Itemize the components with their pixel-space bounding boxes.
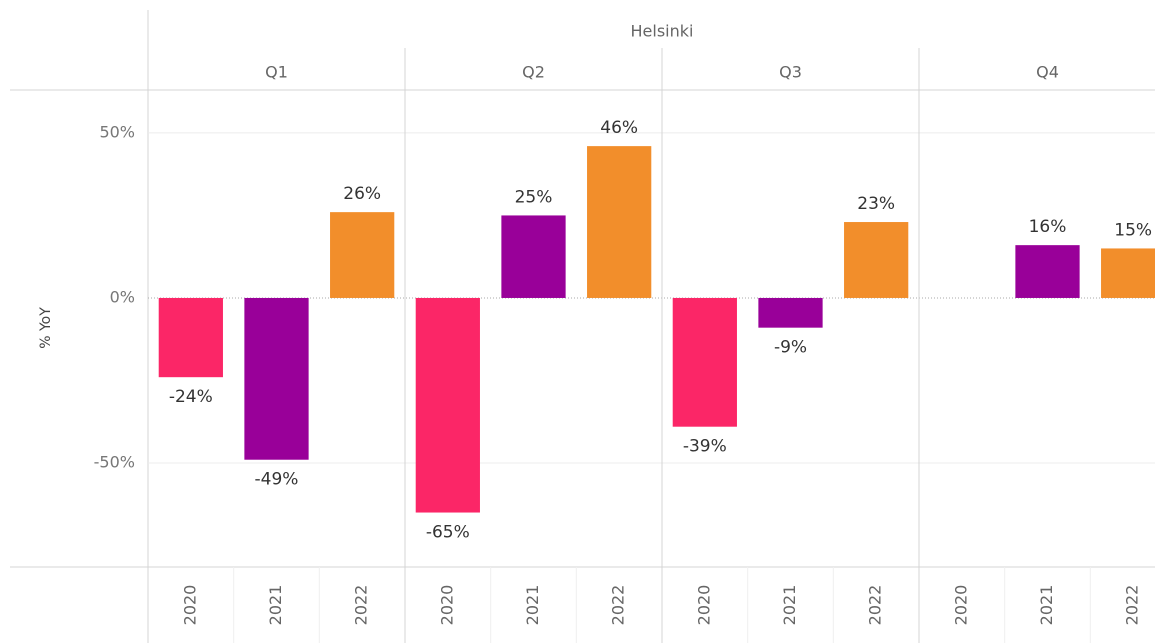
quarter-label: Q4	[1036, 63, 1059, 82]
value-label: 26%	[343, 184, 381, 204]
bar	[158, 297, 223, 378]
bar	[758, 297, 823, 328]
panel-title: Helsinki	[631, 22, 694, 41]
value-label: 46%	[600, 118, 638, 138]
bar	[844, 222, 909, 298]
value-label: -65%	[426, 523, 470, 543]
x-tick-label: 2021	[523, 585, 542, 626]
x-tick-label: 2022	[609, 585, 628, 626]
quarter-label: Q1	[265, 63, 288, 82]
value-label: 23%	[857, 194, 895, 214]
x-tick-label: 2020	[437, 585, 456, 626]
bar	[1015, 245, 1080, 298]
bar	[244, 297, 309, 460]
value-label: 15%	[1114, 220, 1152, 240]
value-label: -24%	[169, 387, 213, 407]
value-label: 25%	[515, 187, 553, 207]
bar	[672, 297, 737, 427]
quarter-label: Q3	[779, 63, 802, 82]
y-tick-label: 50%	[99, 122, 135, 141]
value-label: 16%	[1029, 217, 1067, 237]
value-label: -49%	[255, 470, 299, 490]
x-tick-label: 2021	[1037, 585, 1056, 626]
x-tick-label: 2020	[180, 585, 199, 626]
x-tick-label: 2022	[866, 585, 885, 626]
y-axis-label: % YoY	[38, 307, 54, 349]
x-tick-label: 2021	[780, 585, 799, 626]
bar	[415, 297, 480, 513]
x-tick-label: 2022	[352, 585, 371, 626]
x-tick-label: 2021	[266, 585, 285, 626]
x-tick-label: 2022	[1123, 585, 1142, 626]
x-tick-label: 2020	[694, 585, 713, 626]
bar	[330, 212, 395, 298]
x-tick-label: 2020	[951, 585, 970, 626]
value-label: -9%	[774, 338, 807, 358]
y-tick-label: 0%	[110, 287, 135, 306]
bar	[1101, 248, 1155, 298]
y-tick-label: -50%	[94, 453, 135, 472]
value-label: -39%	[683, 437, 727, 457]
bar	[501, 215, 566, 298]
bar	[587, 146, 652, 298]
quarter-label: Q2	[522, 63, 545, 82]
